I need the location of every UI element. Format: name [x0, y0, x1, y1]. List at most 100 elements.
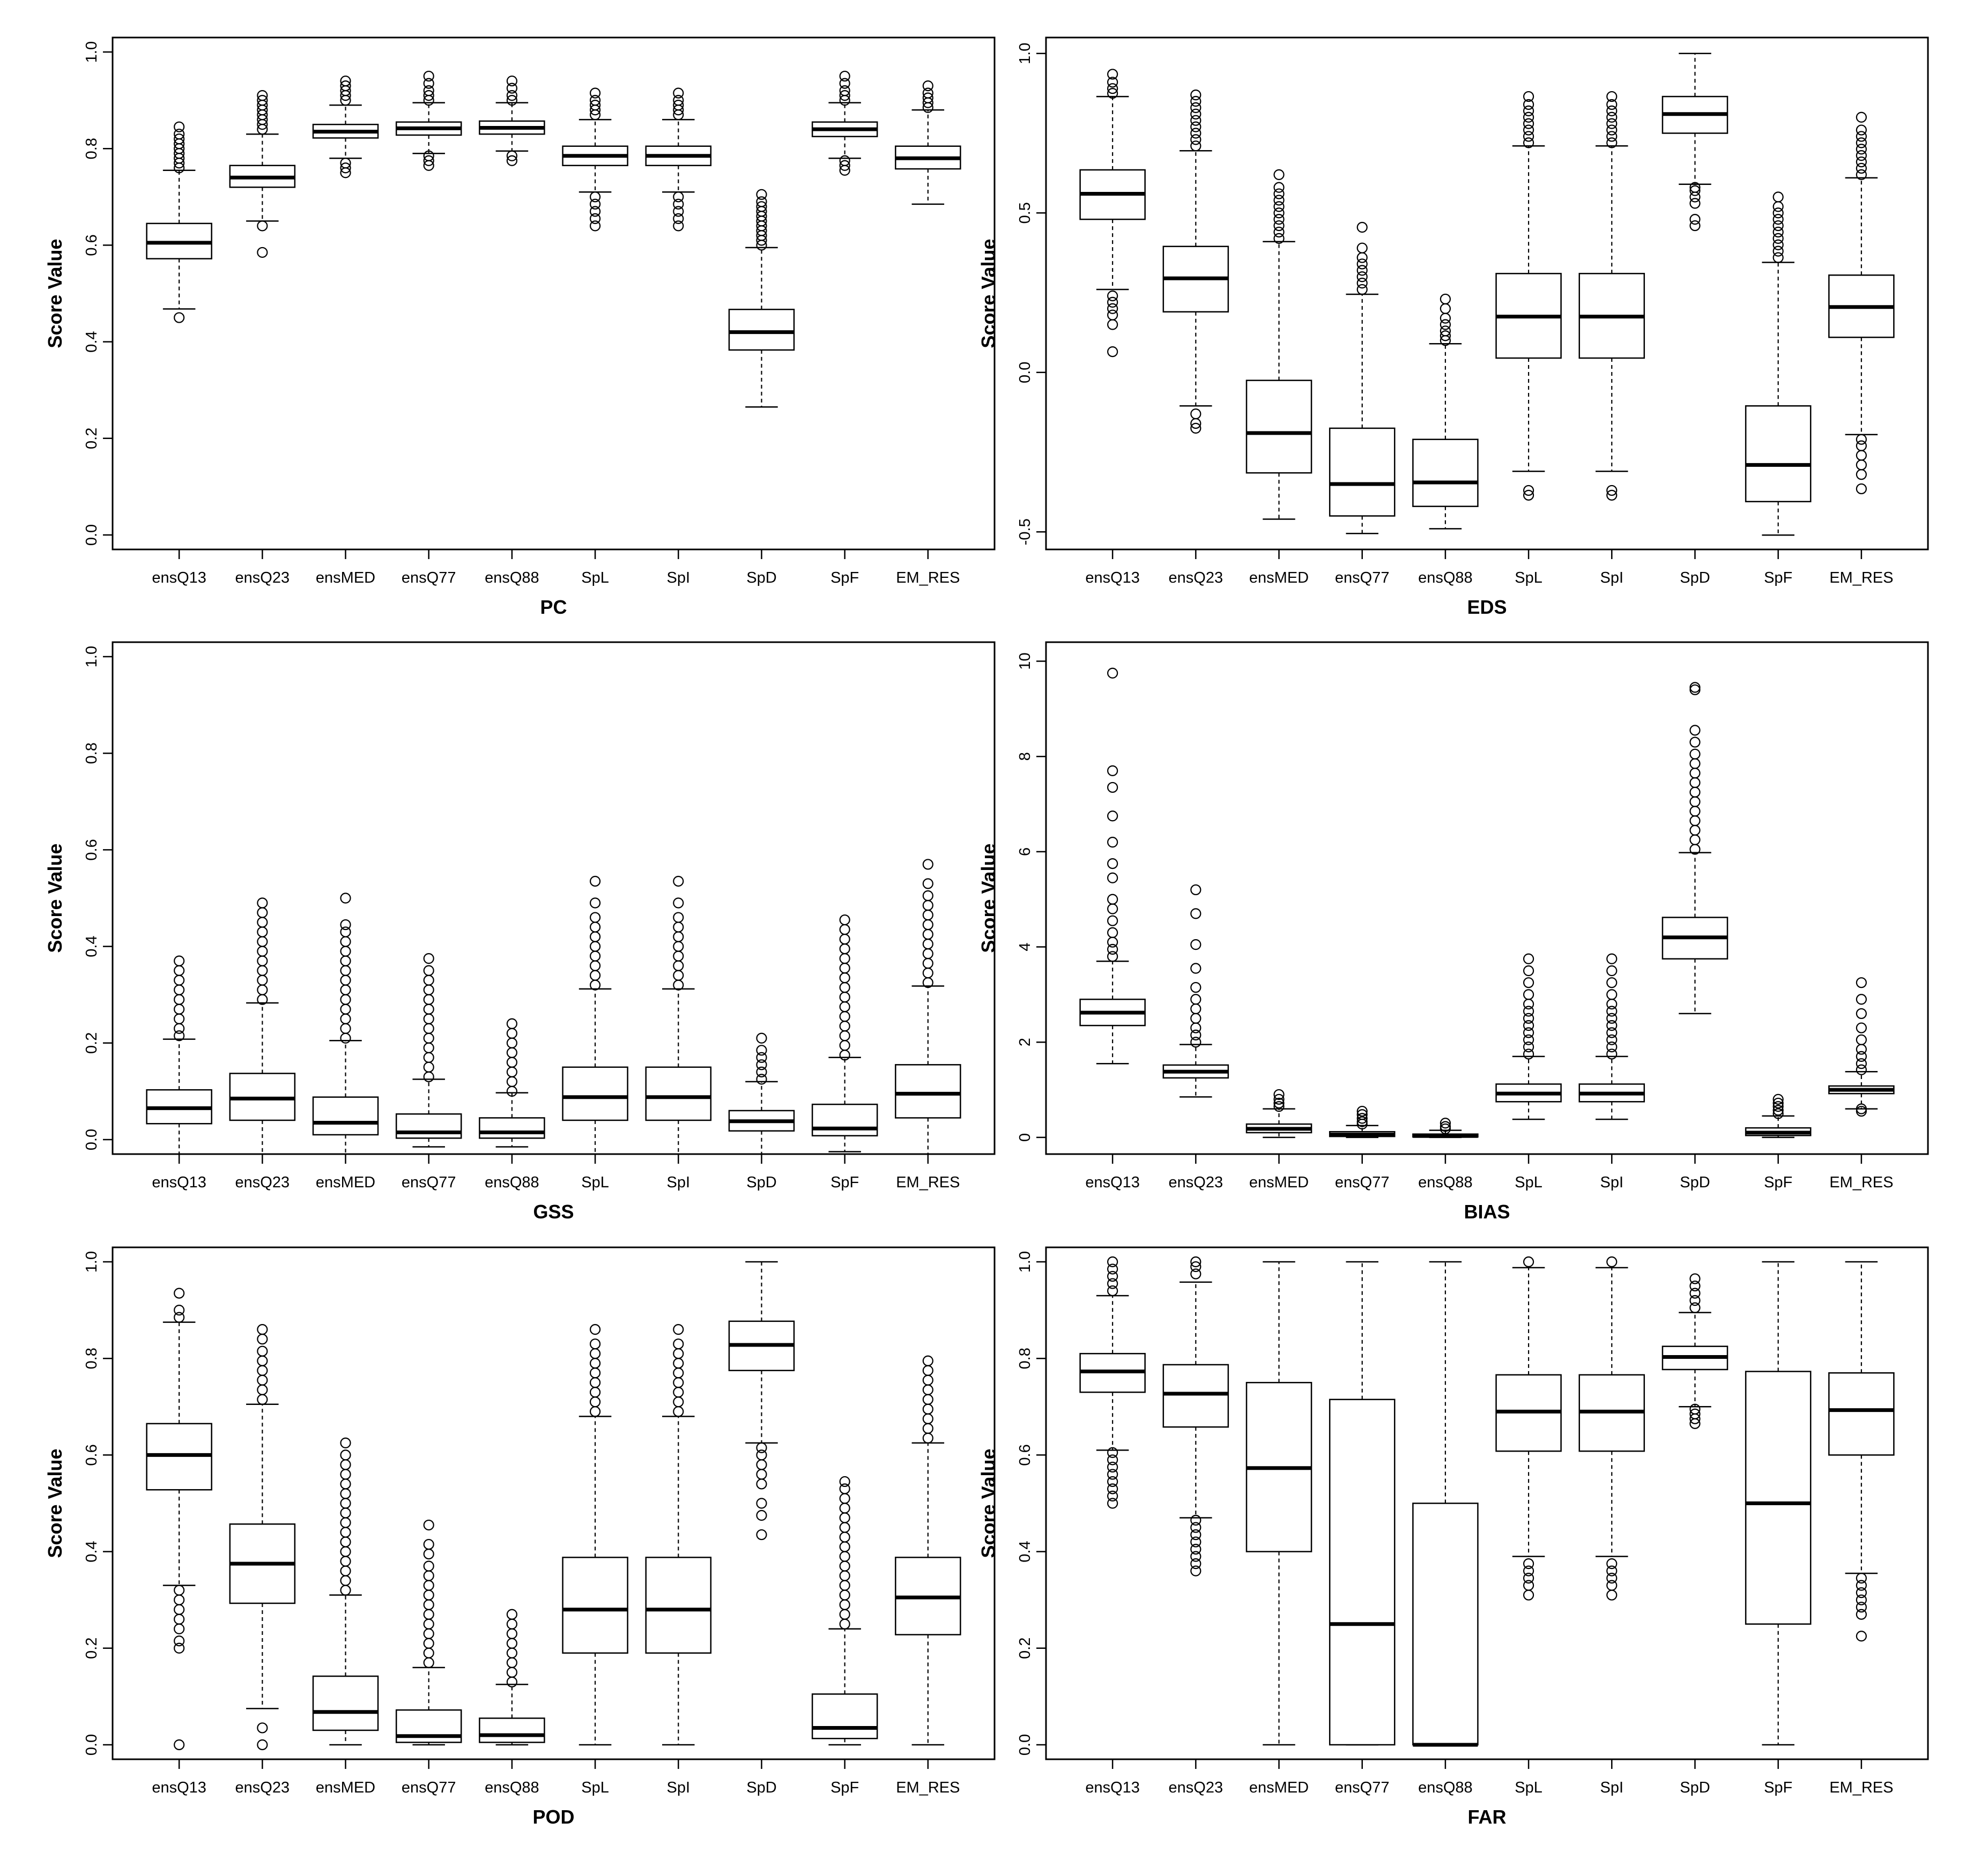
outlier-point	[1356, 278, 1368, 289]
outlier-point	[1856, 1594, 1867, 1605]
y-tick-label: 4	[1017, 942, 1034, 951]
outlier-point	[174, 1642, 185, 1654]
x-tick-label: SpL	[581, 1174, 609, 1191]
outlier-point	[1606, 1020, 1618, 1031]
x-tick-label: ensQ13	[152, 569, 206, 586]
outlier-point	[1190, 1037, 1201, 1048]
box-iqr	[1745, 1371, 1812, 1625]
outlier-point	[423, 90, 434, 101]
outlier-point	[1190, 963, 1201, 974]
outlier-point	[1606, 1042, 1618, 1053]
outlier-point	[340, 919, 351, 931]
outlier-point	[1689, 185, 1701, 196]
outlier-point	[922, 87, 933, 99]
y-tick-label: 2	[1017, 1038, 1034, 1046]
outlier-point	[756, 189, 767, 200]
outlier-point	[1689, 737, 1701, 748]
box-iqr	[811, 1693, 878, 1739]
outlier-point	[1190, 1514, 1201, 1526]
y-tick-label: 0.2	[83, 1638, 100, 1659]
outlier-point	[1772, 1101, 1784, 1112]
outlier-point	[1523, 1048, 1534, 1060]
outlier-point	[1856, 1609, 1867, 1620]
y-axis-label: Score Value	[44, 239, 66, 348]
outlier-point	[1523, 105, 1534, 116]
outlier-point	[756, 1449, 767, 1461]
outlier-point	[1190, 115, 1201, 126]
x-tick-label: ensQ77	[1335, 1779, 1390, 1796]
outlier-point	[1523, 131, 1534, 142]
box-SpI	[1578, 1256, 1645, 1601]
box-ensMED	[312, 1437, 379, 1746]
box-iqr	[479, 1117, 545, 1139]
outlier-point	[1606, 1027, 1618, 1038]
outlier-point	[174, 1635, 185, 1647]
x-tick-label: SpD	[1680, 1174, 1710, 1191]
outlier-point	[1606, 118, 1618, 129]
outlier-point	[1772, 1094, 1784, 1105]
outlier-point	[1190, 981, 1201, 993]
outlier-point	[673, 198, 684, 210]
outlier-point	[673, 1324, 684, 1335]
outlier-point	[1440, 1121, 1451, 1132]
box-ensQ77	[1329, 1105, 1396, 1139]
outlier-point	[1440, 319, 1451, 330]
box-ensQ23	[1162, 884, 1229, 1098]
outlier-point	[174, 129, 185, 140]
outlier-point	[1107, 943, 1118, 955]
outlier-point	[1523, 1580, 1534, 1591]
x-tick-label: ensQ23	[235, 569, 290, 586]
y-tick-label: 0.0	[83, 1129, 100, 1150]
outlier-point	[1273, 169, 1285, 180]
box-SpF	[1745, 191, 1812, 536]
x-tick-label: ensQ23	[1169, 1779, 1223, 1796]
outlier-point	[1523, 137, 1534, 148]
outlier-point	[257, 1324, 268, 1335]
x-tick-label: ensQ88	[1418, 1779, 1473, 1796]
outlier-point	[1689, 182, 1701, 193]
outlier-point	[1856, 1631, 1867, 1642]
outlier-point	[1440, 330, 1451, 341]
outlier-point	[1606, 1006, 1618, 1017]
outlier-point	[1107, 1278, 1118, 1289]
outlier-point	[340, 162, 351, 174]
outlier-point	[1856, 434, 1867, 445]
outlier-point	[1107, 1454, 1118, 1466]
box-ensQ13	[146, 1288, 212, 1751]
box-ensQ88	[1412, 293, 1479, 530]
box-SpI	[645, 87, 712, 232]
outlier-point	[1190, 908, 1201, 919]
box-EM_RES	[895, 80, 961, 205]
x-tick-label: SpF	[830, 1174, 859, 1191]
plot-frame	[1045, 1246, 1929, 1760]
outlier-point	[1606, 1013, 1618, 1024]
outlier-point	[1107, 837, 1118, 848]
y-axis-label: Score Value	[977, 239, 999, 348]
x-tick-label: EM_RES	[896, 1779, 960, 1796]
box-iqr	[728, 308, 795, 351]
x-tick-label: ensMED	[316, 1174, 375, 1191]
outlier-point	[1107, 927, 1118, 939]
outlier-point	[1523, 485, 1534, 496]
x-tick-label: ensQ23	[1169, 569, 1223, 586]
y-axis-label: Score Value	[44, 1448, 66, 1558]
outlier-point	[673, 191, 684, 203]
box-ensQ23	[1162, 1256, 1229, 1576]
outlier-point	[756, 196, 767, 207]
outlier-point	[506, 95, 518, 106]
outlier-point	[1772, 226, 1784, 238]
outlier-point	[673, 912, 684, 923]
x-tick-label: ensQ13	[1085, 1174, 1140, 1191]
box-ensQ13	[1079, 69, 1146, 358]
outlier-point	[1356, 258, 1368, 270]
outlier-point	[1356, 242, 1368, 254]
outlier-point	[1190, 134, 1201, 145]
box-iqr	[811, 1103, 878, 1137]
chart-panel-3: 0.0 0.2 0.4 0.6 0.8 1.0 Score Value ensQ13 ensQ2…	[44, 641, 996, 1223]
outlier-point	[1273, 1094, 1285, 1105]
outlier-point	[589, 191, 601, 203]
outlier-point	[1107, 1461, 1118, 1473]
x-tick-label: ensMED	[316, 1779, 375, 1796]
outlier-point	[1107, 1483, 1118, 1494]
y-tick-label: -0.5	[1017, 518, 1034, 545]
